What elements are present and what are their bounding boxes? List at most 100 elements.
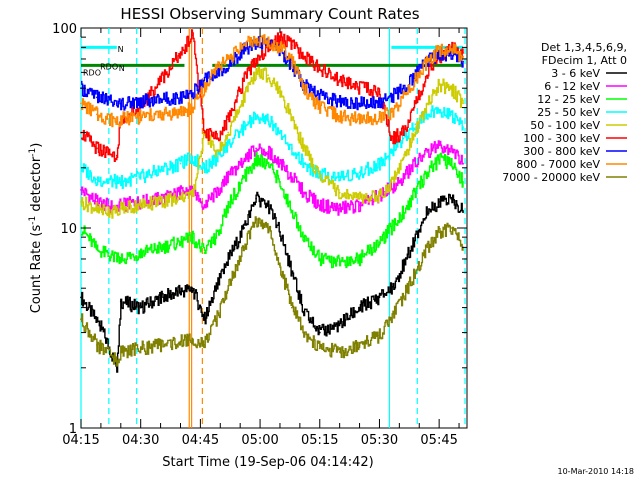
data-point (402, 176, 405, 178)
data-point (438, 108, 441, 111)
data-point (302, 55, 305, 58)
legend-entry-label: 25 - 50 keV (537, 106, 600, 119)
data-point (426, 60, 429, 63)
series-line (81, 66, 464, 219)
data-point (255, 58, 257, 60)
series-12-25-kev (80, 151, 464, 269)
data-point (99, 326, 102, 328)
data-point (402, 87, 405, 90)
data-point (358, 204, 361, 207)
axes: 04:15 04:30 04:45 05:00 05:15 05:30 05:45 1 10 10… (52, 22, 467, 448)
data-point (450, 147, 452, 150)
data-point (438, 144, 441, 146)
data-point (338, 115, 341, 118)
data-point (191, 236, 194, 239)
data-point (279, 46, 281, 49)
data-point (115, 358, 118, 361)
data-point (119, 181, 122, 183)
data-point (302, 191, 305, 194)
series-line (81, 191, 464, 373)
data-point (279, 131, 281, 134)
data-point (203, 166, 206, 169)
data-point (215, 236, 218, 239)
data-point (139, 100, 142, 103)
data-point (243, 79, 246, 81)
data-point (318, 204, 321, 207)
data-point (438, 48, 441, 51)
data-point (96, 178, 98, 181)
data-point (115, 102, 118, 105)
data-point (378, 334, 381, 337)
data-point (179, 191, 182, 194)
data-point (390, 151, 393, 153)
data-point (227, 58, 230, 60)
data-point (402, 264, 405, 267)
data-point (215, 137, 218, 140)
x-axis-label: Start Time (19-Sep-06 04:14:42) (162, 455, 373, 470)
data-point (338, 191, 341, 194)
data-point (358, 306, 361, 309)
x-tick-label: 04:30 (122, 433, 159, 448)
data-point (438, 83, 441, 86)
data-point (115, 181, 118, 183)
legend-entry-label: 6 - 12 keV (544, 80, 600, 93)
series-layer (80, 29, 464, 373)
data-point (255, 147, 257, 150)
footer-date: 10-Mar-2010 14:18 (558, 467, 635, 476)
data-point (179, 197, 182, 200)
data-point (414, 271, 417, 274)
data-point (279, 231, 281, 234)
data-point (358, 258, 361, 260)
data-point (119, 351, 122, 353)
data-point (267, 74, 269, 77)
data-point (291, 118, 293, 121)
data-point (390, 111, 393, 113)
data-point (291, 306, 293, 309)
data-point (318, 258, 321, 260)
data-point (203, 87, 206, 90)
data-point (115, 366, 118, 369)
data-point (426, 102, 429, 105)
data-point (318, 347, 321, 350)
data-point (450, 197, 452, 200)
legend: Det 1,3,4,5,6,9,FDecim 1, Att 03 - 6 keV… (502, 41, 627, 184)
data-point (414, 79, 417, 81)
data-point (426, 74, 429, 77)
data-point (414, 236, 417, 239)
data-point (378, 90, 381, 93)
data-point (267, 118, 269, 121)
data-point (426, 211, 429, 214)
data-point (462, 55, 464, 58)
legend-header: FDecim 1, Att 0 (542, 54, 627, 67)
data-point (279, 36, 281, 39)
data-point (338, 207, 341, 210)
data-point (267, 204, 269, 207)
data-point (267, 40, 269, 43)
data-point (255, 218, 257, 221)
data-point (390, 137, 393, 140)
data-point (227, 258, 230, 260)
data-point (426, 171, 429, 174)
data-point (80, 318, 82, 321)
data-point (291, 44, 293, 47)
data-point (179, 340, 182, 343)
data-point (115, 258, 118, 260)
data-point (227, 144, 230, 146)
x-tick-label: 04:15 (62, 433, 99, 448)
data-point (159, 113, 162, 116)
data-point (243, 227, 246, 229)
data-point (450, 54, 452, 57)
data-point (179, 111, 182, 113)
data-point (390, 181, 393, 183)
data-point (462, 162, 464, 165)
data-point (96, 207, 98, 210)
legend-entry-label: 50 - 100 keV (530, 119, 600, 132)
series-line (81, 34, 464, 128)
data-point (358, 118, 361, 121)
data-point (96, 147, 98, 150)
data-point (115, 211, 118, 214)
legend-header: Det 1,3,4,5,6,9, (541, 41, 627, 54)
data-point (179, 96, 182, 99)
data-point (191, 287, 194, 290)
data-point (378, 194, 381, 197)
